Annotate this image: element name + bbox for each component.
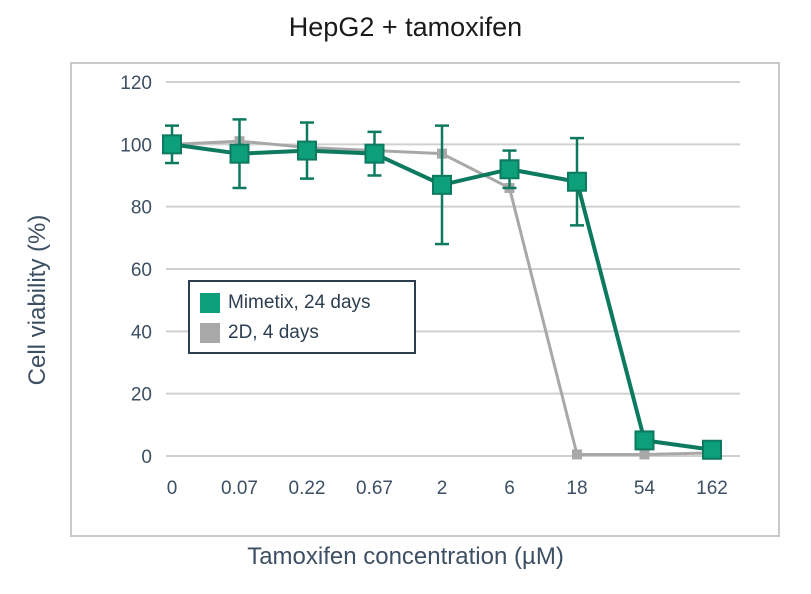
data-point — [499, 159, 520, 180]
data-point — [364, 143, 385, 164]
y-tick-label: 40 — [131, 322, 152, 343]
y-tick-label: 80 — [131, 198, 152, 219]
x-tick-label: 18 — [566, 478, 587, 499]
y-axis-label: Cell viability (%) — [24, 214, 51, 386]
y-tick-label: 120 — [120, 73, 152, 94]
data-point — [162, 134, 182, 155]
legend-swatch-2d — [200, 323, 220, 343]
legend-label-2d: 2D, 4 days — [228, 322, 319, 343]
x-axis-label: Tamoxifen concentration (µM) — [247, 543, 564, 570]
legend-label-mimetix: Mimetix, 24 days — [228, 292, 371, 313]
x-tick-label: 2 — [437, 478, 448, 499]
data-point — [297, 140, 317, 161]
data-point — [634, 430, 655, 451]
x-tick-label: 54 — [634, 478, 656, 499]
legend: Mimetix, 24 days 2D, 4 days — [188, 280, 416, 354]
x-tick-label: 0.67 — [356, 478, 393, 499]
data-point — [572, 449, 582, 460]
data-point — [432, 174, 452, 195]
y-tick-label: 0 — [141, 447, 152, 468]
data-point — [639, 449, 650, 460]
legend-item-mimetix: Mimetix, 24 days — [200, 288, 404, 318]
y-tick-label: 20 — [131, 385, 152, 406]
data-point — [702, 439, 722, 460]
chart-title: HepG2 + tamoxifen — [288, 12, 523, 42]
x-tick-label: 0.07 — [221, 478, 258, 499]
x-tick-label: 162 — [696, 478, 728, 499]
x-tick-label: 6 — [504, 478, 515, 499]
y-tick-label: 100 — [120, 135, 152, 156]
plot-frame — [70, 62, 780, 537]
data-point — [229, 143, 250, 164]
x-tick-label: 0.22 — [289, 478, 326, 499]
legend-swatch-mimetix — [200, 293, 220, 313]
x-tick-label: 0 — [167, 478, 178, 499]
y-tick-label: 60 — [131, 260, 152, 281]
data-point — [567, 171, 587, 192]
legend-item-2d: 2D, 4 days — [200, 318, 404, 348]
